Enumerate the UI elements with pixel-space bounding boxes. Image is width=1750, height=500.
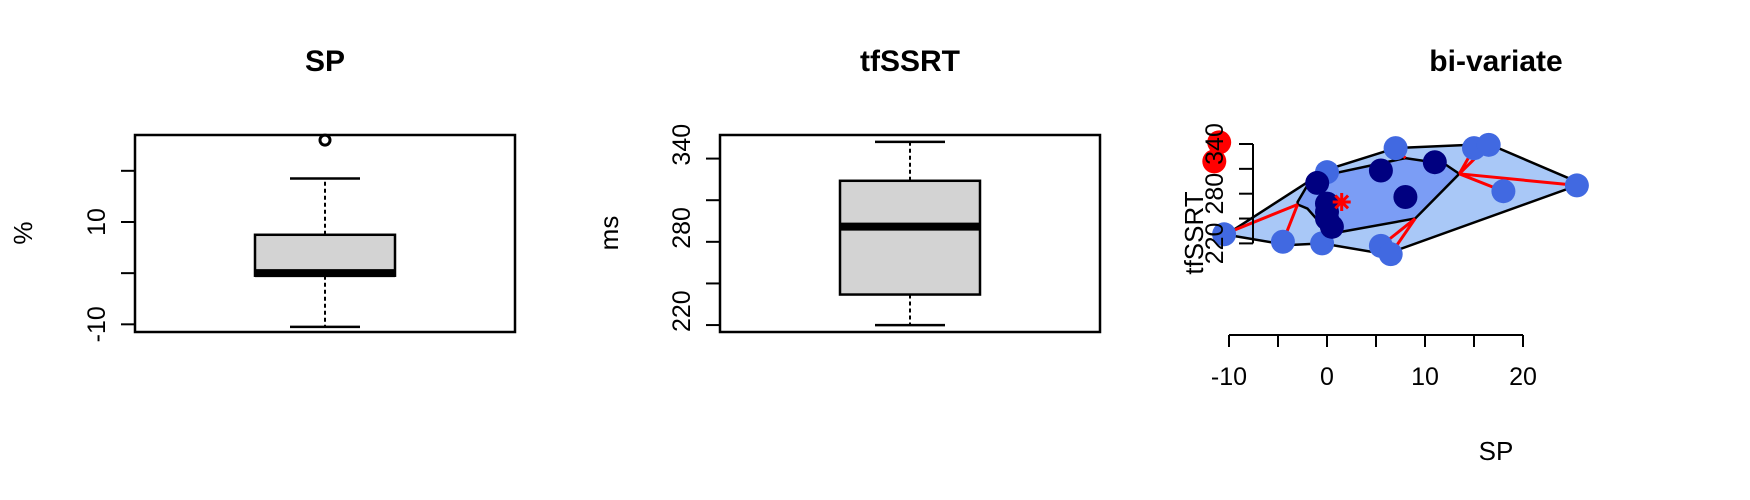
- plot-frame: [718, 133, 1102, 334]
- bag-point: [1319, 214, 1344, 239]
- y-axis: 220 280 340: [668, 124, 720, 332]
- y-tick-label: 340: [668, 124, 696, 166]
- depth-median-star: [1332, 192, 1351, 211]
- y-axis-label: %: [8, 221, 38, 244]
- x-tick-label: 20: [1509, 363, 1537, 391]
- y-tick-label: 220: [1201, 223, 1229, 265]
- y-axis-label: tfSSRT: [1179, 191, 1209, 274]
- y-tick-label: -10: [83, 306, 111, 342]
- x-tick-label: 0: [1320, 363, 1334, 391]
- y-tick-label: 220: [668, 290, 696, 332]
- whisker-line: [1459, 172, 1578, 187]
- y-axis: 220 280 340: [1201, 123, 1254, 265]
- chart-title: SP: [305, 45, 345, 78]
- outlier-point: [318, 133, 332, 147]
- chart-title: bi-variate: [1429, 45, 1562, 78]
- box: [838, 179, 982, 296]
- box-marks: [838, 140, 982, 327]
- outer-point: [1383, 136, 1408, 161]
- boxplot-sp-panel: SP % -10 10: [8, 45, 517, 342]
- box-marks: [253, 133, 397, 329]
- outlier-point: [1207, 130, 1232, 155]
- whisker-line: [1223, 203, 1299, 236]
- bagplot-panel: bi-variate tfSSRT SP 220 280 340 -10 0 10 20: [1179, 45, 1589, 466]
- star-stroke: [1334, 194, 1350, 210]
- chart-title: tfSSRT: [860, 45, 960, 78]
- bag-point: [1393, 185, 1418, 210]
- y-tick-label: 280: [668, 207, 696, 249]
- x-axis-label: SP: [1479, 436, 1514, 466]
- outer-point: [1491, 179, 1516, 204]
- outer-point: [1476, 132, 1501, 157]
- outlier-point: [1202, 149, 1227, 174]
- y-tick-label: 340: [1201, 123, 1229, 165]
- y-axis-label: ms: [594, 216, 624, 251]
- x-axis: -10 0 10 20: [1211, 334, 1537, 391]
- bag-point: [1422, 150, 1447, 175]
- y-tick-label: 10: [83, 208, 111, 236]
- outer-point: [1378, 242, 1403, 267]
- bag-point: [1305, 170, 1330, 195]
- boxplot-tfssrt-panel: tfSSRT ms 220 280 340: [594, 45, 1102, 334]
- y-tick-label: 280: [1201, 173, 1229, 215]
- y-axis: -10 10: [83, 169, 135, 342]
- outer-point: [1270, 229, 1295, 254]
- bagplot-marks: [1202, 130, 1589, 267]
- bag-point: [1368, 158, 1393, 183]
- x-tick-label: -10: [1211, 363, 1247, 391]
- outer-point: [1564, 173, 1589, 198]
- outer-point: [1212, 222, 1237, 247]
- x-tick-label: 10: [1411, 363, 1439, 391]
